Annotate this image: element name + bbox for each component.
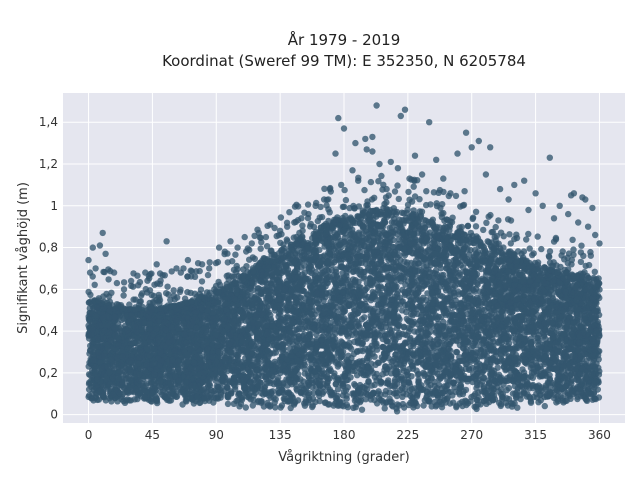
scatter-point xyxy=(382,387,390,395)
scatter-point xyxy=(505,384,513,392)
scatter-point xyxy=(541,402,548,410)
scatter-point xyxy=(242,404,249,411)
scatter-point xyxy=(379,344,386,351)
scatter-point xyxy=(420,402,427,409)
scatter-point xyxy=(358,406,366,413)
chart-title-line-2: Koordinat (Sweref 99 TM): E 352350, N 62… xyxy=(162,52,526,70)
scatter-point xyxy=(334,386,342,393)
scatter-point xyxy=(361,314,368,321)
scatter-point xyxy=(467,246,474,254)
chart-title-line-1: År 1979 - 2019 xyxy=(288,30,401,49)
scatter-point xyxy=(126,397,133,404)
scatter-points xyxy=(85,102,603,415)
